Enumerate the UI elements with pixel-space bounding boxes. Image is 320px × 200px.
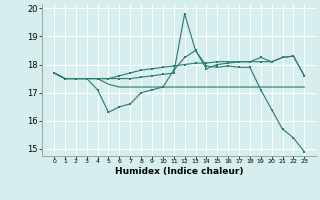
X-axis label: Humidex (Indice chaleur): Humidex (Indice chaleur) xyxy=(115,167,244,176)
